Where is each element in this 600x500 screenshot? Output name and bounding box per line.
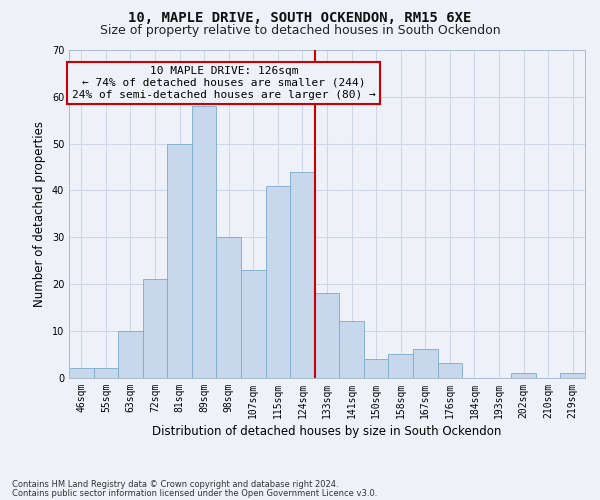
Text: 10, MAPLE DRIVE, SOUTH OCKENDON, RM15 6XE: 10, MAPLE DRIVE, SOUTH OCKENDON, RM15 6X… xyxy=(128,11,472,25)
Bar xyxy=(413,350,437,378)
Bar xyxy=(217,237,241,378)
Text: 10 MAPLE DRIVE: 126sqm
← 74% of detached houses are smaller (244)
24% of semi-de: 10 MAPLE DRIVE: 126sqm ← 74% of detached… xyxy=(72,66,376,100)
Bar xyxy=(94,368,118,378)
Text: Contains public sector information licensed under the Open Government Licence v3: Contains public sector information licen… xyxy=(12,488,377,498)
Bar xyxy=(290,172,315,378)
Bar xyxy=(339,322,364,378)
Bar xyxy=(266,186,290,378)
Bar xyxy=(241,270,266,378)
Bar xyxy=(437,364,462,378)
Bar xyxy=(364,359,388,378)
Text: Size of property relative to detached houses in South Ockendon: Size of property relative to detached ho… xyxy=(100,24,500,37)
X-axis label: Distribution of detached houses by size in South Ockendon: Distribution of detached houses by size … xyxy=(152,424,502,438)
Bar xyxy=(315,294,339,378)
Y-axis label: Number of detached properties: Number of detached properties xyxy=(33,120,46,306)
Bar xyxy=(560,373,585,378)
Bar xyxy=(388,354,413,378)
Bar xyxy=(192,106,217,378)
Text: Contains HM Land Registry data © Crown copyright and database right 2024.: Contains HM Land Registry data © Crown c… xyxy=(12,480,338,489)
Bar xyxy=(511,373,536,378)
Bar xyxy=(69,368,94,378)
Bar xyxy=(167,144,192,378)
Bar xyxy=(143,279,167,378)
Bar xyxy=(118,330,143,378)
